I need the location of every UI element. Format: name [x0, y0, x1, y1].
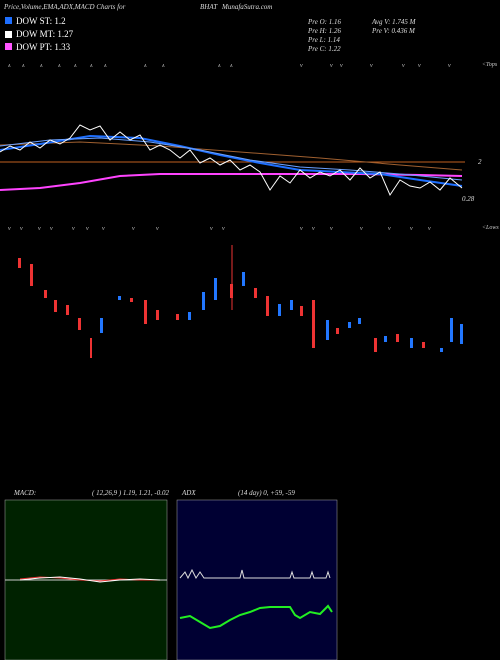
- pivot-marker: ʌ: [218, 63, 221, 69]
- pivot-marker: v: [312, 226, 315, 232]
- pivot-marker: v: [20, 226, 23, 232]
- legend-label: DOW PT: 1.33: [16, 42, 71, 52]
- pivot-marker: ʌ: [22, 63, 25, 69]
- pivot-marker: v: [340, 63, 343, 69]
- level-label: 2: [478, 158, 482, 166]
- pivot-marker: v: [428, 226, 431, 232]
- pivot-marker: v: [38, 226, 41, 232]
- stat: Pre H: 1.26: [307, 27, 341, 35]
- pivot-marker: v: [222, 226, 225, 232]
- tops-label: <Tops: [482, 62, 498, 68]
- pivot-marker: v: [448, 63, 451, 69]
- pivot-marker: v: [210, 226, 213, 232]
- adx-line: [179, 568, 331, 580]
- pivot-marker: v: [330, 63, 333, 69]
- pivot-marker: v: [132, 226, 135, 232]
- pivot-marker: ʌ: [58, 63, 61, 69]
- pivot-marker: v: [330, 226, 333, 232]
- pivot-marker: ʌ: [90, 63, 93, 69]
- pivot-marker: v: [50, 226, 53, 232]
- pivot-marker: v: [360, 226, 363, 232]
- legend-swatch: [5, 31, 12, 38]
- pivot-marker: ʌ: [104, 63, 107, 69]
- stat: Pre V: 0.436 M: [371, 27, 416, 35]
- stat: Avg V: 1.745 M: [371, 18, 417, 26]
- pivot-marker: v: [388, 226, 391, 232]
- pivot-marker: v: [300, 226, 303, 232]
- price-line: [0, 124, 463, 197]
- pivot-marker: v: [418, 63, 421, 69]
- pivot-marker: v: [402, 63, 405, 69]
- pivot-marker: ʌ: [8, 63, 11, 69]
- pivot-marker: v: [410, 226, 413, 232]
- pivot-marker: ʌ: [230, 63, 233, 69]
- pivot-marker: ʌ: [74, 63, 77, 69]
- last-label: 0.28: [462, 195, 475, 203]
- stat: Pre C: 1.22: [307, 45, 341, 53]
- macd-params: ( 12,26,9 ) 1.19, 1.21, -0.02: [92, 489, 169, 497]
- candles: [18, 245, 463, 358]
- pivot-marker: ʌ: [40, 63, 43, 69]
- adx-title: ADX: [181, 489, 196, 497]
- title: Price,Volume,EMA,ADX,MACD Charts for: [3, 3, 126, 11]
- adx-params: (14 day) 0, +59, -59: [238, 489, 295, 497]
- lows-label: <Lows: [482, 225, 499, 231]
- pt-line: [0, 173, 463, 191]
- di-line: [179, 604, 333, 630]
- pivot-marker: v: [156, 226, 159, 232]
- pivot-marker: ʌ: [162, 63, 165, 69]
- pivot-marker: v: [72, 226, 75, 232]
- site: MunafaSutra.com: [221, 3, 272, 11]
- pivot-marker: v: [300, 63, 303, 69]
- legend-label: DOW MT: 1.27: [16, 29, 74, 39]
- ema-line: [0, 141, 463, 171]
- stat: Pre O: 1.16: [307, 18, 341, 26]
- symbol: BHAT: [200, 3, 218, 11]
- mt-line: [0, 137, 463, 181]
- pivot-marker: v: [102, 226, 105, 232]
- pivot-marker: v: [370, 63, 373, 69]
- stat: Pre L: 1.14: [307, 36, 340, 44]
- legend-swatch: [5, 43, 12, 50]
- legend-swatch: [5, 17, 12, 24]
- pivot-marker: v: [86, 226, 89, 232]
- macd-line: [19, 576, 161, 583]
- legend-label: DOW ST: 1.2: [16, 16, 66, 26]
- pivot-marker: ʌ: [144, 63, 147, 69]
- st-line: [0, 134, 463, 187]
- adx-panel: [176, 499, 338, 660]
- macd-title: MACD:: [13, 489, 36, 497]
- pivot-marker: v: [8, 226, 11, 232]
